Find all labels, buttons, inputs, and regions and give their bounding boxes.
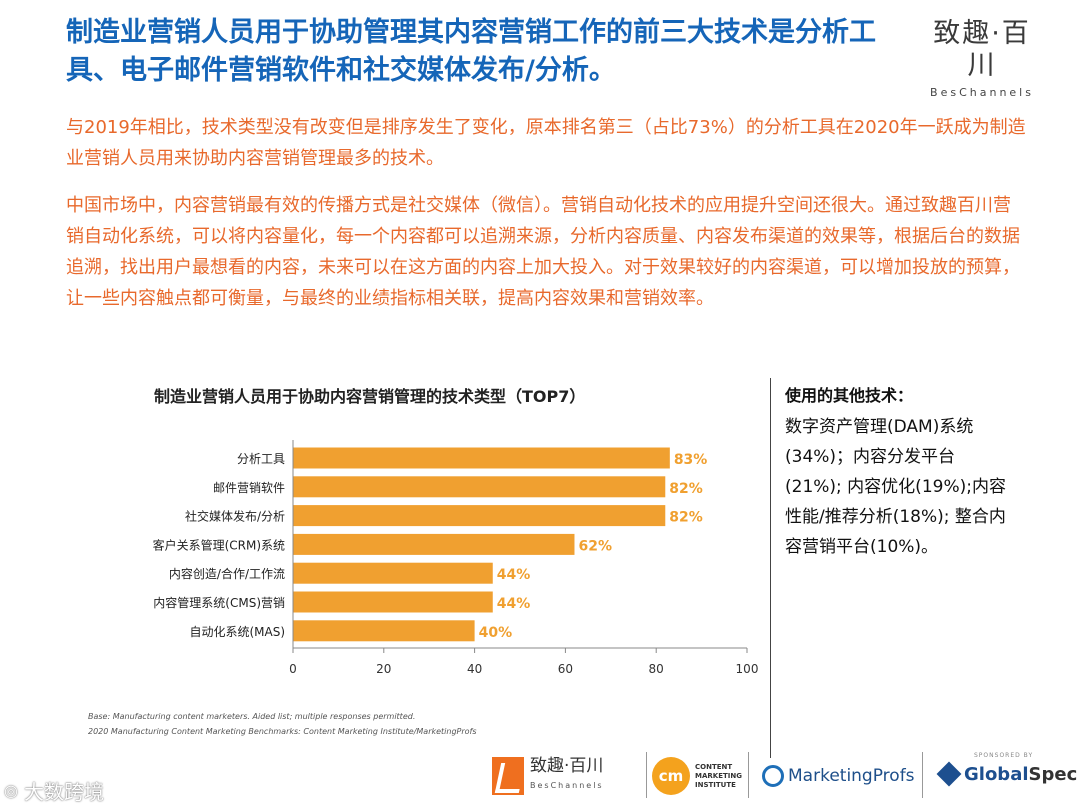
cmi-footer-logo: cm CONTENT MARKETING INSTITUTE — [652, 752, 742, 800]
category-label-3: 社交媒体发布/分析 — [185, 509, 285, 524]
value-label-7: 40% — [479, 625, 513, 641]
x-tick-label-100: 100 — [736, 662, 759, 676]
marketingprofs-logo-icon — [762, 765, 784, 787]
category-label-5: 内容创造/合作/工作流 — [169, 566, 285, 581]
bar-4 — [293, 533, 575, 555]
value-label-6: 44% — [497, 596, 531, 612]
x-tick-label-0: 0 — [289, 662, 297, 676]
bar-7 — [293, 620, 475, 642]
marketingprofs-footer-logo: MarketingProfs — [762, 752, 915, 800]
globalspec-global: Global — [964, 763, 1029, 785]
x-tick-label-20: 20 — [376, 662, 391, 676]
bar-2 — [293, 476, 666, 498]
globalspec-footer-logo: SPONSORED BY GlobalSpec — [936, 752, 1078, 800]
footer-separator — [748, 752, 749, 798]
bar-5 — [293, 562, 493, 584]
value-label-2: 82% — [669, 481, 703, 497]
watermark: ◎ 大数跨境 — [4, 776, 104, 805]
value-label-3: 82% — [669, 510, 703, 526]
sponsored-by-label: SPONSORED BY — [974, 752, 1034, 759]
globalspec-logo-icon — [936, 761, 962, 787]
other-technologies-panel: 使用的其他技术： 数字资产管理(DAM)系统(34%)；内容分发平台(21%);… — [785, 382, 1010, 562]
cmi-line2: MARKETING — [695, 771, 742, 780]
bar-6 — [293, 591, 493, 613]
bar-3 — [293, 505, 666, 527]
cmi-line3: INSTITUTE — [695, 780, 736, 789]
chart-title: 制造业营销人员用于协助内容营销管理的技术类型（TOP7） — [154, 387, 586, 406]
intro-paragraph: 与2019年相比，技术类型没有改变但是排序发生了变化，原本排名第三（占比73%）… — [66, 117, 1026, 169]
other-technologies-text: 数字资产管理(DAM)系统(34%)；内容分发平台(21%); 内容优化(19%… — [785, 417, 1006, 557]
chart-source-note: 2020 Manufacturing Content Marketing Ben… — [88, 727, 477, 736]
globalspec-spec: Spec — [1028, 763, 1078, 785]
divider — [770, 378, 771, 758]
category-label-2: 邮件营销软件 — [213, 481, 285, 495]
cmi-logo-icon: cm — [652, 757, 690, 795]
bar-1 — [293, 447, 670, 469]
x-tick-label-40: 40 — [467, 662, 482, 676]
category-label-7: 自动化系统(MAS) — [189, 625, 285, 639]
cmi-line1: CONTENT — [695, 762, 733, 771]
footer-separator — [922, 752, 923, 798]
category-label-6: 内容管理系统(CMS)营销 — [153, 595, 285, 610]
x-tick-label-80: 80 — [649, 662, 664, 676]
beschannels-logo-icon — [492, 757, 524, 795]
value-label-1: 83% — [674, 452, 708, 468]
value-label-5: 44% — [497, 567, 531, 583]
x-tick-label-60: 60 — [558, 662, 573, 676]
category-label-4: 客户关系管理(CRM)系统 — [153, 537, 285, 552]
beschannels-footer-en: BesChannels — [530, 781, 604, 790]
beschannels-footer-cn: 致趣·百川 — [530, 756, 604, 776]
value-label-4: 62% — [578, 538, 612, 554]
marketingprofs-text: MarketingProfs — [788, 766, 915, 786]
brand-logo-cn: 致趣·百川 — [933, 18, 1031, 81]
footer-separator — [646, 752, 647, 798]
watermark-text: 大数跨境 — [23, 780, 104, 804]
beschannels-footer-logo: 致趣·百川 BesChannels — [492, 752, 642, 800]
chart-base-note: Base: Manufacturing content marketers. A… — [88, 712, 416, 721]
brand-logo-en: BesChannels — [930, 86, 1034, 99]
category-label-1: 分析工具 — [237, 452, 285, 466]
weibo-icon: ◎ — [4, 781, 18, 800]
brand-logo: 致趣·百川 BesChannels — [920, 18, 1044, 99]
other-technologies-title: 使用的其他技术： — [785, 386, 914, 405]
page-title: 制造业营销人员用于协助管理其内容营销工作的前三大技术是分析工具、电子邮件营销软件… — [66, 17, 876, 86]
china-market-paragraph: 中国市场中，内容营销最有效的传播方式是社交媒体（微信）。营销自动化技术的应用提升… — [66, 195, 1020, 309]
